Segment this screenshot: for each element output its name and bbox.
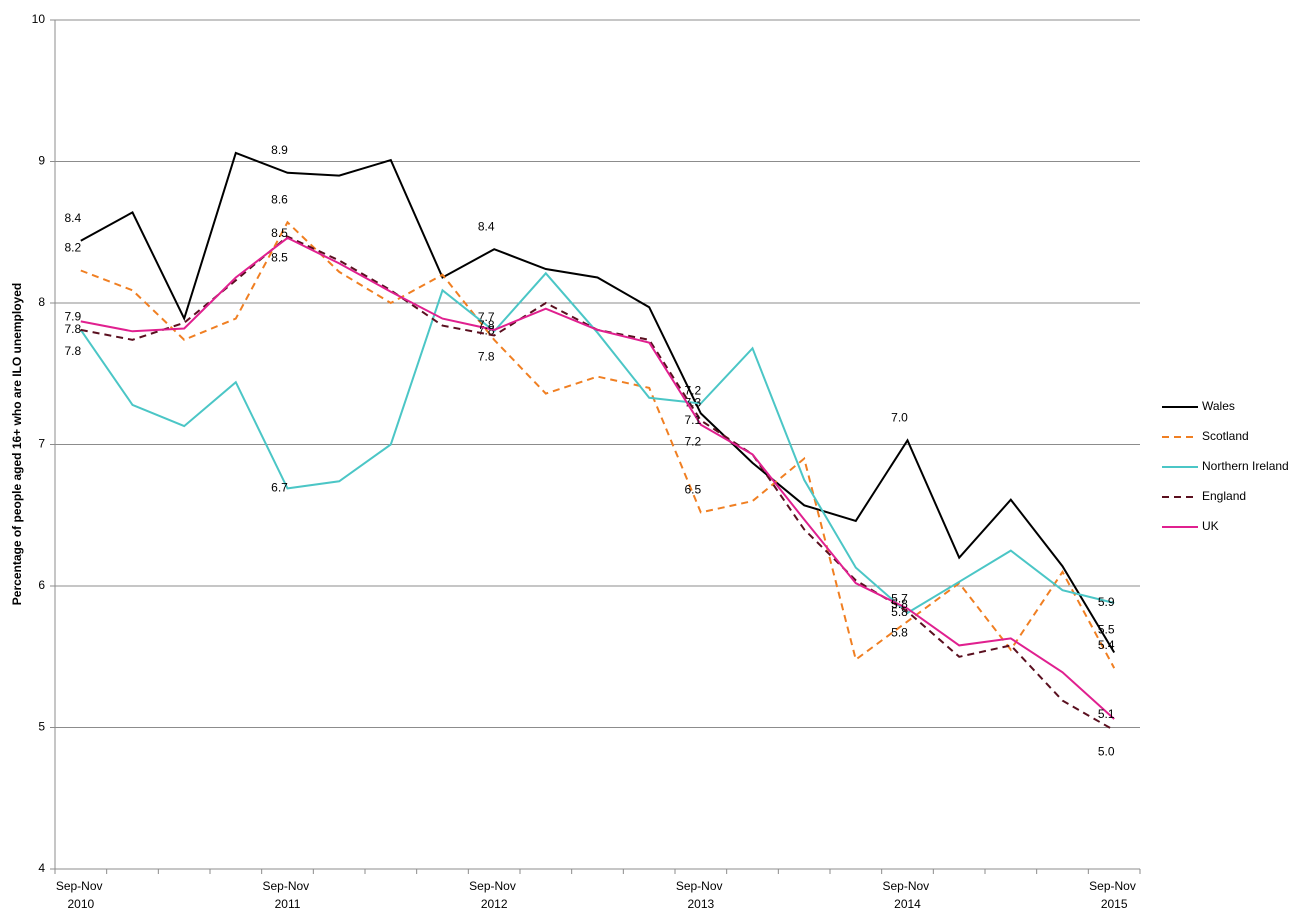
x-tick-label-line: Sep-Nov (676, 879, 726, 893)
x-tick-label-line: Sep-Nov (262, 879, 312, 893)
data-label: 7.8 (478, 318, 495, 332)
x-tick-label-line: Sep-Nov (56, 879, 106, 893)
data-label: 8.9 (271, 143, 288, 157)
data-label: 7.8 (64, 322, 81, 336)
data-label: 5.8 (891, 626, 908, 640)
x-tick-label: Sep-Nov 2015 (1089, 879, 1139, 911)
series-line (80, 236, 1115, 720)
data-label: 7.0 (891, 410, 908, 424)
y-tick-label: 7 (38, 437, 45, 451)
y-tick-label: 9 (38, 154, 45, 168)
legend-label: Scotland (1202, 429, 1249, 443)
legend-label: UK (1202, 519, 1219, 533)
data-label: 5.1 (1098, 707, 1115, 721)
x-tick-label-line: Sep-Nov (882, 879, 932, 893)
x-tick-label-line: 2013 (687, 897, 714, 911)
data-label: 5.8 (891, 597, 908, 611)
series-line (80, 151, 1116, 654)
data-label: 5.9 (1098, 595, 1115, 609)
data-label: 8.5 (271, 226, 288, 240)
x-tick-label-line: Sep-Nov (469, 879, 519, 893)
y-axis-title: Percentage of people aged 16+ who are IL… (10, 283, 24, 605)
x-tick-label-line: 2015 (1101, 897, 1128, 911)
y-tick-label: 8 (38, 295, 45, 309)
data-label: 8.4 (64, 211, 81, 225)
data-label: 7.2 (684, 384, 701, 398)
legend-label: England (1202, 489, 1246, 503)
x-tick-label: Sep-Nov 2010 (56, 879, 106, 911)
x-tick-label-line: 2014 (894, 897, 921, 911)
data-label: 7.9 (64, 310, 81, 324)
x-tick-label-line: 2010 (67, 897, 94, 911)
data-label: 5.5 (1098, 623, 1115, 637)
x-tick-label-line: 2011 (275, 897, 301, 911)
x-tick-label: Sep-Nov 2011 (262, 879, 312, 911)
data-label: 8.5 (271, 251, 288, 265)
y-tick-label: 6 (38, 578, 45, 592)
data-label: 7.8 (64, 344, 81, 358)
data-label: 6.7 (271, 481, 288, 495)
legend-label: Wales (1202, 399, 1235, 413)
data-label: 7.1 (684, 413, 701, 427)
x-tick-label-line: Sep-Nov (1089, 879, 1139, 893)
x-tick-label: Sep-Nov 2014 (882, 879, 932, 911)
data-label: 8.4 (478, 219, 495, 233)
data-label: 8.6 (271, 193, 288, 207)
legend-label: Northern Ireland (1202, 459, 1289, 473)
y-tick-label: 4 (38, 861, 45, 875)
y-tick-label: 10 (32, 12, 46, 26)
x-tick-label: Sep-Nov 2012 (469, 879, 519, 911)
data-label: 8.2 (64, 241, 81, 255)
series-line (80, 235, 1115, 732)
series-line (79, 271, 1115, 615)
data-label: 5.4 (1098, 638, 1115, 652)
data-label: 7.2 (684, 435, 701, 449)
y-tick-label: 5 (38, 720, 45, 734)
data-label: 6.5 (684, 483, 701, 497)
series-line (80, 220, 1116, 669)
data-label: 7.8 (478, 350, 495, 364)
x-tick-label-line: 2012 (481, 897, 508, 911)
x-tick-label: Sep-Nov 2013 (676, 879, 726, 911)
data-label: 5.0 (1098, 745, 1115, 759)
